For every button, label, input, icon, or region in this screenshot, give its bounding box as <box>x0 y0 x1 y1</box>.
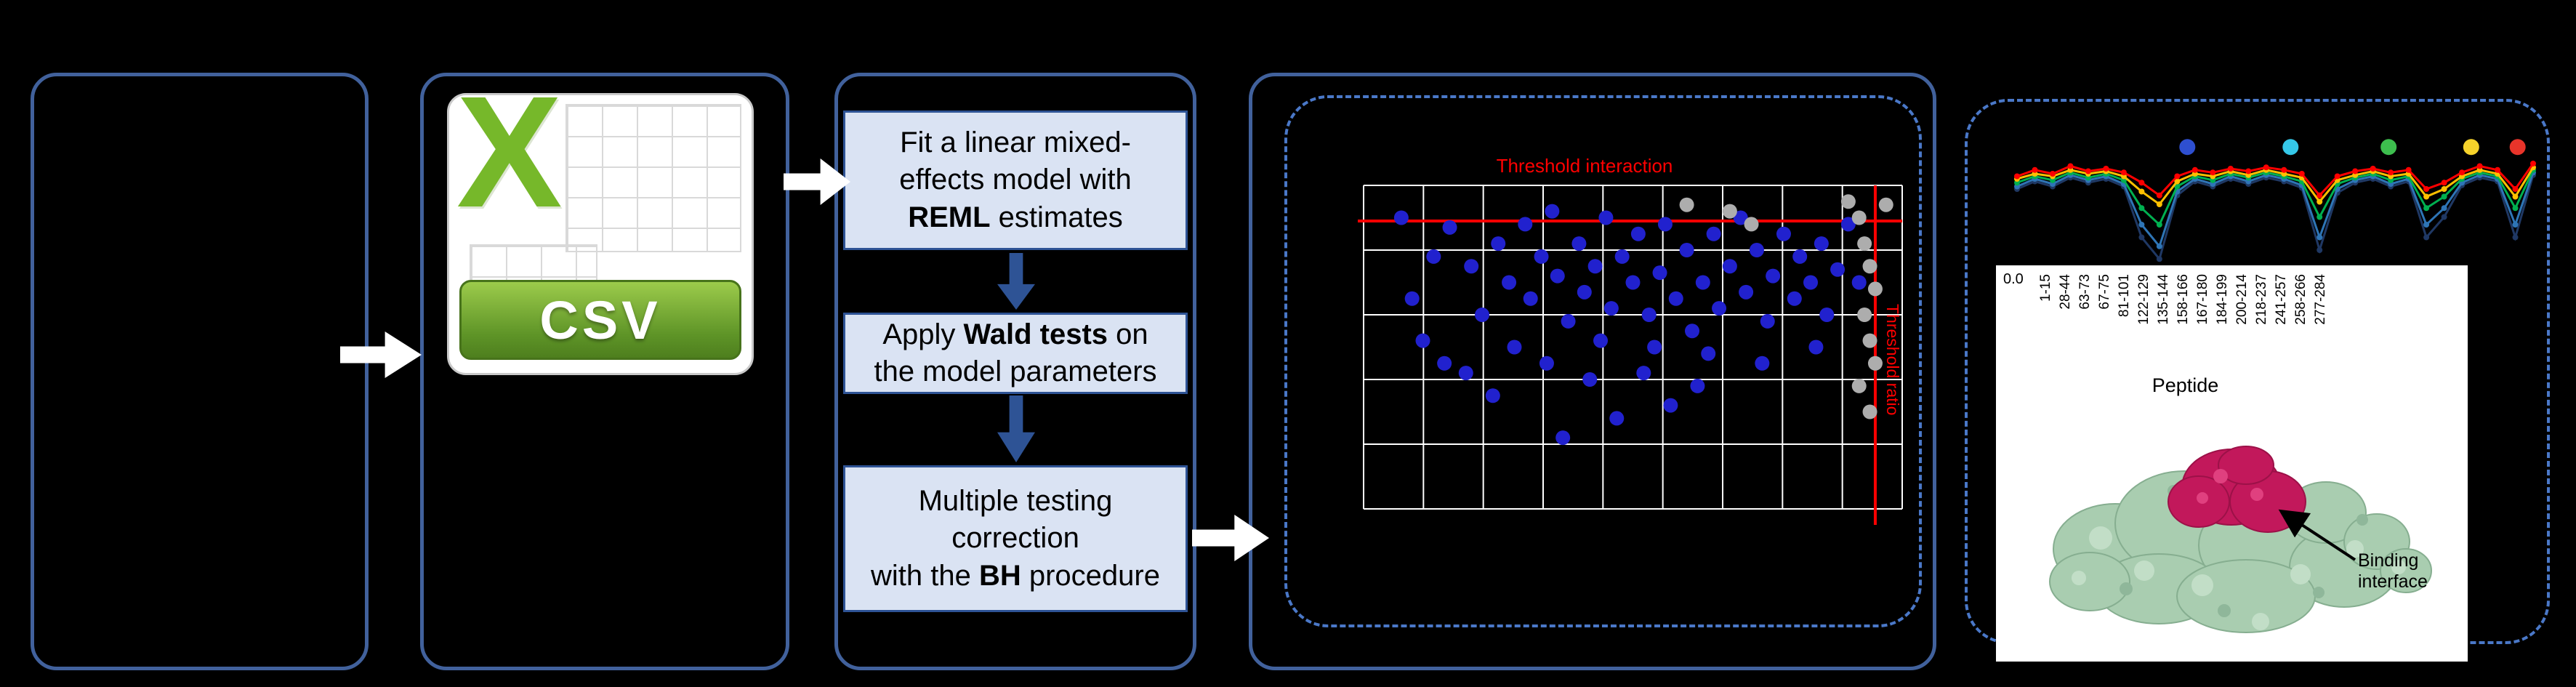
uptake-profile-svg <box>2014 139 2536 262</box>
peptide-tick-label: 184-199 <box>2215 274 2230 325</box>
csv-banner: CSV <box>459 280 741 360</box>
volcano-scatter-plot <box>1358 185 1903 525</box>
threshold-interaction-label: Threshold interaction <box>1496 155 1673 177</box>
y-axis-tick-label: 0.0 <box>2003 271 2024 287</box>
peptide-tick-label: 135-144 <box>2156 274 2171 325</box>
peptide-tick-label: 158-166 <box>2175 274 2191 325</box>
step-wald-tests-box: Apply Wald tests on the model parameters <box>843 313 1188 394</box>
binding-interface-highlights <box>2197 469 2263 504</box>
peptide-axis-label: Peptide <box>2152 374 2219 396</box>
peptide-tick-label: 200-214 <box>2234 274 2250 325</box>
binding-interface-region <box>2168 446 2306 533</box>
peptide-tick-label: 258-266 <box>2293 274 2309 325</box>
spreadsheet-grid-icon <box>565 104 741 252</box>
peptide-tick-label: 218-237 <box>2254 274 2269 325</box>
csv-file-icon: X CSV <box>447 73 754 375</box>
peptide-tick-label: 63-73 <box>2077 274 2093 310</box>
results-dashed-frame <box>1284 95 1922 627</box>
peptide-tick-label: 122-129 <box>2136 274 2152 325</box>
binding-interface-caption: Binding interface <box>2358 550 2428 592</box>
peptide-tick-label: 241-257 <box>2274 274 2289 325</box>
uptake-profile-chart <box>2014 138 2536 265</box>
protein-structure-image <box>2049 446 2432 633</box>
peptide-tick-label: 81-101 <box>2117 274 2132 318</box>
binding-interface-arrow <box>2278 509 2356 561</box>
peptide-tick-label: 1-15 <box>2038 274 2053 302</box>
panel-input-stage <box>31 73 369 670</box>
peptide-tick-labels: 1-15 28-44 63-73 67-75 81-101 122-129 135-144 1… <box>2038 274 2329 325</box>
excel-x-icon: X <box>456 64 563 241</box>
step-fit-lmm-box: Fit a linear mixed-effects model with REM… <box>843 111 1188 250</box>
peptide-tick-label: 67-75 <box>2097 274 2112 310</box>
volcano-scatter-svg <box>1358 185 1903 525</box>
peptide-tick-label: 277-284 <box>2313 274 2328 325</box>
step-bh-correction-box: Multiple testing correction with the BH pr… <box>843 465 1188 612</box>
peptide-tick-label: 28-44 <box>2058 274 2073 310</box>
protein-surface-highlights <box>2072 526 2406 630</box>
threshold-ratio-label: Threshold ratio <box>1883 304 1902 416</box>
peptide-tick-label: 167-180 <box>2195 274 2210 325</box>
csv-banner-label: CSV <box>539 289 661 350</box>
peptide-panel: 0.0 1-15 28-44 63-73 67-75 81-101 122-129 135-… <box>1996 265 2468 662</box>
